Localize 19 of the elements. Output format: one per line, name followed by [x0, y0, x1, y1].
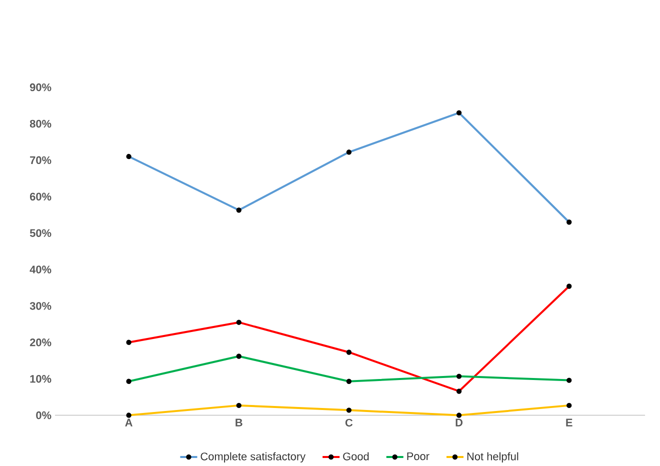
y-tick-label: 90% [30, 84, 52, 92]
y-tick-label: 0% [36, 412, 52, 420]
y-tick-label: 80% [30, 120, 52, 128]
x-tick-label: A [125, 418, 132, 426]
y-tick-label: 20% [30, 338, 52, 346]
legend-label: Good [343, 452, 369, 460]
y-tick-label: 40% [30, 266, 52, 274]
y-tick-label: 30% [30, 302, 52, 310]
y-tick-label: 70% [30, 156, 52, 164]
x-tick-label: B [236, 418, 242, 426]
x-tick-label: D [456, 418, 463, 426]
legend-label: Not helpful [467, 452, 518, 463]
legend-label: Poor [407, 452, 430, 460]
y-tick-label: 60% [30, 192, 52, 201]
x-tick-label: E [566, 418, 572, 426]
x-tick-label: C [345, 418, 353, 427]
y-tick-label: 50% [30, 229, 52, 238]
legend-label: Complete satisfactory [200, 452, 306, 463]
y-tick-label: 10% [30, 375, 52, 383]
